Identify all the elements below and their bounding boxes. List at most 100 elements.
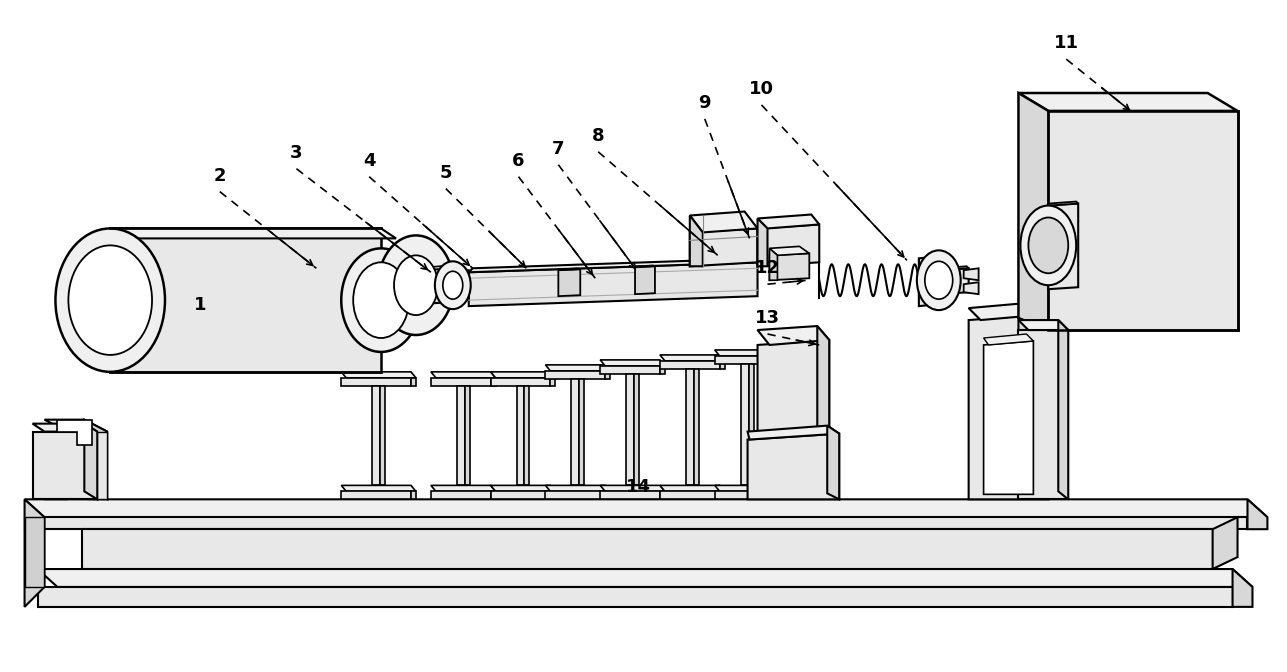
Polygon shape [88,431,107,499]
Polygon shape [969,314,1049,499]
Polygon shape [341,372,416,378]
Text: 9: 9 [699,94,710,112]
Polygon shape [45,419,107,431]
Polygon shape [714,350,780,356]
Polygon shape [690,228,758,266]
Polygon shape [758,224,820,266]
Polygon shape [457,386,465,485]
Polygon shape [748,433,839,499]
Polygon shape [770,247,810,255]
Polygon shape [85,419,107,499]
Polygon shape [1233,569,1252,607]
Polygon shape [1018,320,1068,330]
Polygon shape [559,269,580,296]
Polygon shape [770,249,777,280]
Polygon shape [546,371,605,379]
Polygon shape [719,361,725,369]
Polygon shape [85,423,98,499]
Polygon shape [828,425,839,499]
Polygon shape [1212,517,1238,569]
Polygon shape [634,374,640,485]
Polygon shape [600,485,665,491]
Ellipse shape [916,251,960,310]
Polygon shape [431,372,495,378]
Polygon shape [758,214,820,228]
Polygon shape [690,216,703,266]
Polygon shape [1049,111,1238,330]
Text: 1: 1 [193,296,206,314]
Ellipse shape [394,255,438,315]
Polygon shape [453,270,468,300]
Polygon shape [431,485,495,491]
Polygon shape [660,355,725,361]
Polygon shape [37,569,1252,587]
Polygon shape [32,431,98,499]
Polygon shape [551,491,556,499]
Ellipse shape [925,261,952,299]
Polygon shape [468,262,758,306]
Polygon shape [919,256,938,306]
Polygon shape [758,326,829,345]
Polygon shape [983,334,1033,345]
Ellipse shape [1028,218,1068,274]
Polygon shape [381,257,416,318]
Polygon shape [490,378,495,386]
Ellipse shape [353,262,409,338]
Polygon shape [551,378,556,386]
Text: 5: 5 [440,164,452,181]
Polygon shape [1049,204,1079,289]
Polygon shape [546,491,605,499]
Polygon shape [579,379,584,485]
Polygon shape [714,356,775,364]
Polygon shape [490,491,551,499]
Text: 13: 13 [755,309,780,327]
Polygon shape [111,228,381,372]
Polygon shape [964,268,978,280]
Text: 4: 4 [363,152,376,170]
Text: 12: 12 [755,259,780,278]
Polygon shape [571,379,579,485]
Polygon shape [465,386,470,485]
Polygon shape [416,268,453,304]
Polygon shape [380,386,385,485]
Polygon shape [714,491,775,499]
Polygon shape [372,386,380,485]
Ellipse shape [435,261,471,309]
Polygon shape [775,356,780,364]
Ellipse shape [443,271,463,299]
Polygon shape [58,419,93,445]
Polygon shape [600,491,660,499]
Ellipse shape [341,249,421,352]
Polygon shape [749,364,754,485]
Polygon shape [341,491,411,499]
Polygon shape [525,386,529,485]
Polygon shape [660,366,665,374]
Polygon shape [411,491,416,499]
Polygon shape [600,366,660,374]
Polygon shape [341,378,411,386]
Polygon shape [341,485,416,491]
Polygon shape [690,212,758,233]
Polygon shape [431,491,490,499]
Polygon shape [82,529,1212,569]
Polygon shape [740,364,749,485]
Polygon shape [546,485,610,491]
Text: 2: 2 [214,167,227,185]
Ellipse shape [55,228,165,372]
Polygon shape [1018,330,1068,499]
Text: 11: 11 [1054,34,1079,52]
Polygon shape [660,361,719,369]
Text: 6: 6 [512,152,525,170]
Polygon shape [938,266,969,270]
Polygon shape [490,378,551,386]
Polygon shape [758,340,829,445]
Polygon shape [817,326,829,439]
Polygon shape [24,517,45,587]
Polygon shape [686,369,694,485]
Text: 10: 10 [749,80,773,98]
Polygon shape [24,499,1268,517]
Polygon shape [964,282,978,294]
Text: 7: 7 [552,140,565,158]
Ellipse shape [378,235,454,335]
Ellipse shape [68,245,152,355]
